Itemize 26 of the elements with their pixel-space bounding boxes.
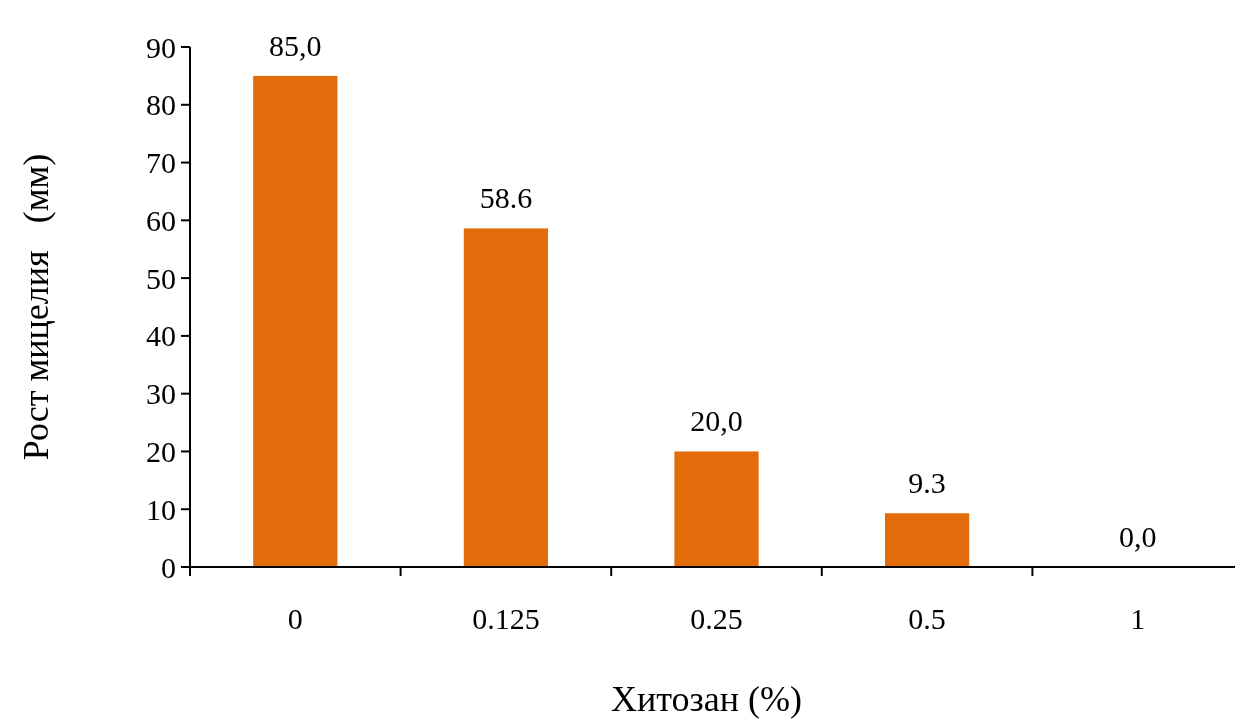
y-tick-label: 60: [146, 203, 176, 237]
y-tick-label: 0: [161, 550, 176, 584]
x-tick-label: 1: [1130, 602, 1146, 635]
y-tick-label: 40: [146, 319, 176, 353]
y-tick-label: 10: [146, 492, 176, 526]
y-tick-label: 70: [146, 146, 176, 180]
y-tick-label: 20: [146, 434, 176, 468]
y-tick-label: 90: [146, 30, 176, 64]
x-axis-title: Хитозан (%): [611, 679, 802, 719]
x-tick-label: 0.125: [472, 602, 540, 635]
y-tick-label: 30: [146, 377, 176, 411]
x-tick-label: 0.25: [690, 602, 743, 635]
y-axis-title: Рост мицелия (мм): [16, 153, 56, 461]
x-tick-label: 0: [287, 602, 303, 635]
data-label: 85,0: [269, 28, 322, 62]
data-label: 9.3: [908, 466, 946, 500]
y-tick-label: 80: [146, 88, 176, 122]
y-tick-label: 50: [146, 261, 176, 295]
bar: [884, 513, 970, 567]
bar: [253, 75, 338, 567]
data-label: 0,0: [1118, 520, 1157, 553]
bar: [463, 228, 549, 567]
bar: [674, 451, 759, 567]
data-label: 58.6: [479, 181, 533, 215]
data-label: 20,0: [690, 404, 743, 438]
x-tick-label: 0.5: [908, 602, 946, 635]
